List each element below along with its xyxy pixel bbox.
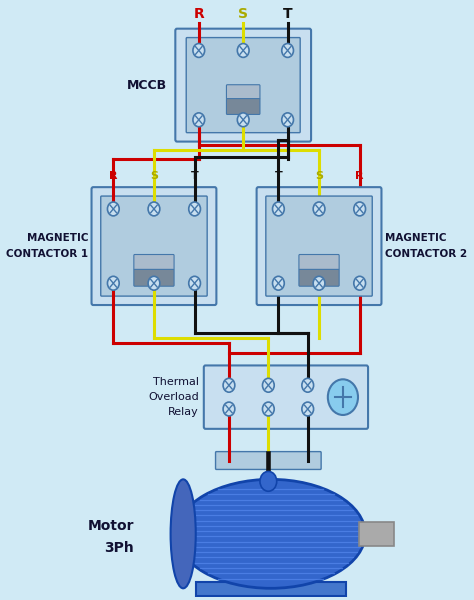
Text: R: R (109, 171, 118, 181)
Circle shape (273, 202, 284, 216)
Text: MAGNETIC: MAGNETIC (385, 233, 447, 243)
Circle shape (263, 402, 274, 416)
Circle shape (313, 276, 325, 290)
Text: R: R (356, 171, 364, 181)
FancyBboxPatch shape (91, 187, 217, 305)
FancyBboxPatch shape (101, 196, 207, 296)
Circle shape (237, 44, 249, 58)
Circle shape (223, 379, 235, 392)
Text: MCCB: MCCB (127, 79, 167, 92)
Circle shape (189, 276, 201, 290)
Text: T: T (191, 171, 199, 181)
Text: CONTACTOR 2: CONTACTOR 2 (385, 249, 467, 259)
Circle shape (193, 113, 205, 127)
Text: S: S (150, 171, 158, 181)
FancyBboxPatch shape (266, 196, 372, 296)
Text: Overload: Overload (148, 392, 199, 402)
Ellipse shape (171, 479, 196, 589)
Text: CONTACTOR 1: CONTACTOR 1 (6, 249, 88, 259)
Text: T: T (274, 171, 283, 181)
FancyBboxPatch shape (186, 38, 300, 133)
Circle shape (263, 379, 274, 392)
Circle shape (282, 44, 293, 58)
Circle shape (108, 276, 119, 290)
Circle shape (313, 202, 325, 216)
FancyBboxPatch shape (134, 269, 174, 286)
Circle shape (223, 402, 235, 416)
Text: S: S (315, 171, 323, 181)
Circle shape (354, 276, 365, 290)
Circle shape (148, 276, 160, 290)
Circle shape (302, 379, 314, 392)
Circle shape (273, 276, 284, 290)
Bar (196, 583, 346, 596)
Text: 3Ph: 3Ph (104, 541, 134, 554)
Circle shape (189, 202, 201, 216)
Text: Motor: Motor (88, 519, 134, 533)
Text: Thermal: Thermal (153, 377, 199, 387)
Circle shape (260, 472, 277, 491)
Circle shape (193, 44, 205, 58)
Circle shape (328, 379, 358, 415)
Text: Relay: Relay (168, 407, 199, 417)
FancyBboxPatch shape (227, 98, 260, 115)
FancyBboxPatch shape (216, 452, 321, 469)
FancyBboxPatch shape (256, 187, 382, 305)
Text: S: S (238, 7, 248, 21)
FancyBboxPatch shape (299, 254, 339, 270)
FancyBboxPatch shape (227, 85, 260, 99)
Text: R: R (193, 7, 204, 21)
Circle shape (302, 402, 314, 416)
Ellipse shape (176, 479, 365, 589)
FancyBboxPatch shape (299, 269, 339, 286)
Text: T: T (283, 7, 292, 21)
Circle shape (237, 113, 249, 127)
Bar (358, 522, 394, 546)
FancyBboxPatch shape (134, 254, 174, 270)
Circle shape (282, 113, 293, 127)
Circle shape (148, 202, 160, 216)
Text: MAGNETIC: MAGNETIC (27, 233, 88, 243)
Circle shape (108, 202, 119, 216)
FancyBboxPatch shape (175, 29, 311, 142)
FancyBboxPatch shape (204, 365, 368, 429)
Circle shape (354, 202, 365, 216)
